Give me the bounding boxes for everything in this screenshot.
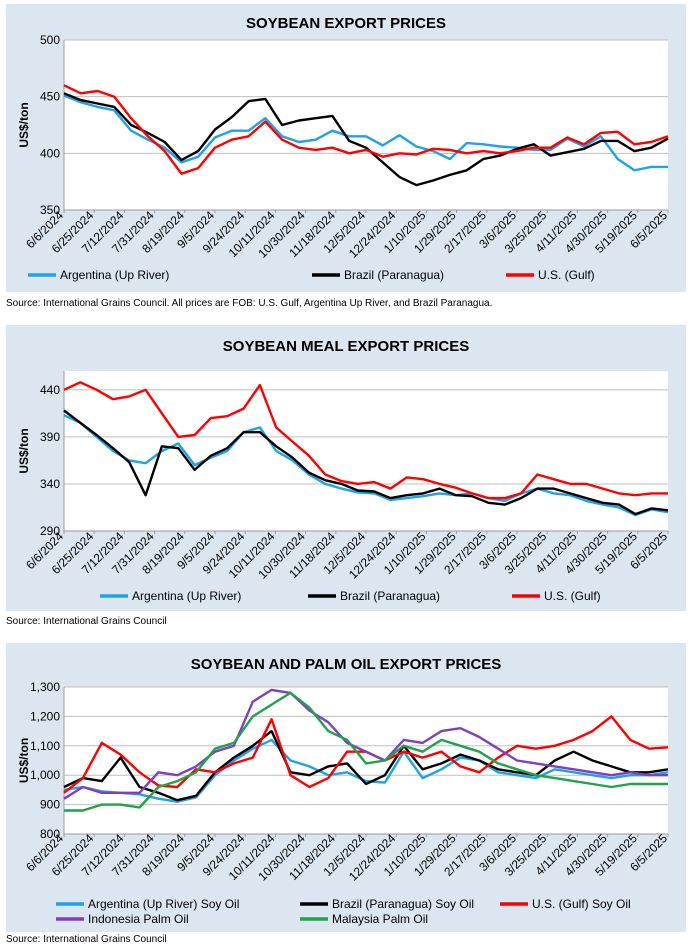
chart2-y-axis-label: US$/ton [17, 738, 31, 783]
chart1-series-u-s-gulf [63, 381, 668, 500]
chart2-legend-label-brazil-paranagua-soy-oil: Brazil (Paranagua) Soy Oil [332, 897, 474, 911]
chart1-y-axis-label: US$/ton [17, 428, 31, 473]
chart1-plot-area [64, 371, 668, 531]
chart2-y-tick-label: 1,200 [30, 709, 60, 723]
chart1-legend-label-argentina-up-river: Argentina (Up River) [132, 589, 241, 603]
chart0-series-u-s-gulf [63, 84, 669, 175]
chart0-y-tick-label: 500 [40, 33, 60, 47]
soybean-chart-panel: SOYBEAN EXPORT PRICES 350 400 450 500 US$/ton… [6, 4, 686, 292]
chart2-plot-area [64, 687, 668, 834]
chart2-legend-label-u-s-gulf-soy-oil: U.S. (Gulf) Soy Oil [532, 897, 631, 911]
chart2-legend-label-malaysia-palm-oil: Malaysia Palm Oil [332, 912, 428, 926]
chart2-y-tick-label: 800 [40, 827, 60, 841]
chart2-y-tick-label: 1,000 [30, 768, 60, 782]
chart2-title: SOYBEAN AND PALM OIL EXPORT PRICES [191, 656, 502, 673]
chart2-y-tick-label: 900 [40, 798, 60, 812]
chart0-y-tick-label: 350 [40, 203, 60, 217]
chart1-legend-label-u-s-gulf: U.S. (Gulf) [544, 589, 601, 603]
soybean-source-note: Source: International Grains Council. Al… [6, 298, 493, 309]
oil-source-note: Source: International Grains Council [6, 934, 167, 945]
chart1-y-tick-label: 390 [40, 430, 60, 444]
meal-chart-panel: SOYBEAN MEAL EXPORT PRICES 290 340 390 440 US… [6, 325, 686, 611]
meal-source-note: Source: International Grains Council [6, 616, 167, 627]
chart0-plot-area [64, 40, 668, 210]
chart0-legend-label-argentina-up-river: Argentina (Up River) [60, 268, 169, 282]
chart2-series-indonesia-palm-oil [63, 688, 668, 800]
soybean-export-chart: SOYBEAN EXPORT PRICES 350 400 450 500 US$/ton… [17, 15, 670, 282]
chart0-y-tick-label: 400 [40, 146, 60, 160]
chart0-legend-label-u-s-gulf: U.S. (Gulf) [538, 268, 595, 282]
chart2-series-argentina-up-river-soy-oil [63, 738, 669, 803]
chart0-title: SOYBEAN EXPORT PRICES [246, 15, 446, 32]
chart2-y-tick-label: 1,100 [30, 739, 60, 753]
chart0-series-brazil-paranagua [63, 92, 669, 187]
chart1-legend-label-brazil-paranagua: Brazil (Paranagua) [340, 589, 440, 603]
chart2-y-tick-label: 1,300 [30, 680, 60, 694]
chart1-y-tick-label: 290 [40, 524, 60, 538]
soybean-palm-oil-export-chart: SOYBEAN AND PALM OIL EXPORT PRICES 800 900… [17, 656, 670, 926]
chart1-y-tick-label: 440 [40, 383, 60, 397]
chart2-series-brazil-paranagua-soy-oil [63, 729, 669, 802]
chart1-y-tick-label: 340 [40, 477, 60, 491]
chart1-series-argentina-up-river [63, 414, 669, 517]
oil-chart-panel: SOYBEAN AND PALM OIL EXPORT PRICES 800 900… [6, 643, 686, 932]
chart2-legend-label-indonesia-palm-oil: Indonesia Palm Oil [88, 912, 189, 926]
soybean-meal-export-chart: SOYBEAN MEAL EXPORT PRICES 290 340 390 440 US… [17, 338, 670, 603]
chart1-series-brazil-paranagua [63, 409, 669, 516]
chart0-y-axis-label: US$/ton [17, 102, 31, 147]
chart1-title: SOYBEAN MEAL EXPORT PRICES [223, 338, 469, 355]
chart0-y-tick-label: 450 [40, 90, 60, 104]
chart0-legend-label-brazil-paranagua: Brazil (Paranagua) [344, 268, 444, 282]
chart2-legend-label-argentina-up-river-soy-oil: Argentina (Up River) Soy Oil [88, 897, 239, 911]
chart2-series-malaysia-palm-oil [64, 691, 668, 812]
